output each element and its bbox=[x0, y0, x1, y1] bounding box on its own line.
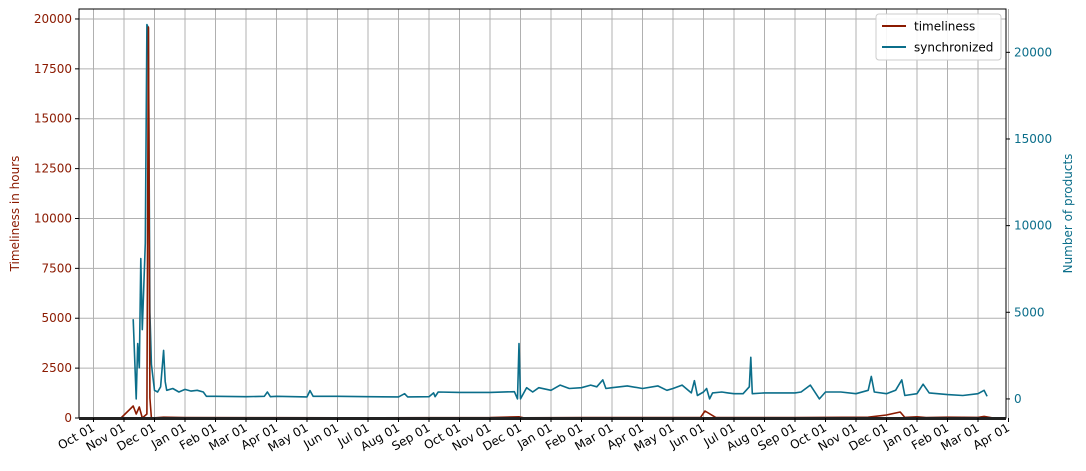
y-axis-right: 0 5000 10000 15000 20000 bbox=[1006, 45, 1052, 406]
legend: timeliness synchronized bbox=[875, 13, 1002, 61]
y-left-tick-label: 0 bbox=[64, 411, 72, 425]
legend-label-timeliness: timeliness bbox=[914, 20, 975, 34]
y-left-tick-label: 5000 bbox=[41, 311, 72, 325]
y-axis-left: 0 2500 5000 7500 10000 12500 15000 17500 20000 bbox=[34, 12, 79, 425]
y-right-tick-label: 0 bbox=[1014, 392, 1022, 406]
series-line-synchronized bbox=[132, 23, 988, 400]
y-axis-left-title: Timeliness in hours bbox=[8, 156, 22, 273]
x-axis-band bbox=[79, 417, 1006, 420]
y-left-tick-label: 12500 bbox=[34, 162, 72, 176]
plot-border bbox=[78, 8, 1007, 419]
legend-box bbox=[875, 13, 1002, 61]
legend-label-synchronized: synchronized bbox=[914, 41, 993, 55]
series-layer bbox=[120, 23, 994, 419]
y-left-tick-label: 15000 bbox=[34, 112, 72, 126]
x-tick-label: Jun 01 bbox=[300, 420, 341, 452]
y-axis-right-title: Number of products bbox=[1061, 154, 1075, 274]
y-left-tick-label: 7500 bbox=[41, 261, 72, 275]
y-left-tick-label: 2500 bbox=[41, 361, 72, 375]
series-line-timeliness bbox=[120, 26, 994, 419]
y-right-tick-label: 5000 bbox=[1014, 305, 1045, 319]
grid bbox=[79, 9, 1009, 419]
y-left-tick-label: 17500 bbox=[34, 62, 72, 76]
x-tick-label: Jun 01 bbox=[666, 420, 707, 452]
y-left-tick-label: 20000 bbox=[34, 12, 72, 26]
y-left-tick-label: 10000 bbox=[34, 211, 72, 225]
y-right-tick-label: 15000 bbox=[1014, 132, 1052, 146]
y-right-tick-label: 20000 bbox=[1014, 45, 1052, 59]
plot-frame bbox=[78, 8, 1007, 420]
y-right-tick-label: 10000 bbox=[1014, 219, 1052, 233]
